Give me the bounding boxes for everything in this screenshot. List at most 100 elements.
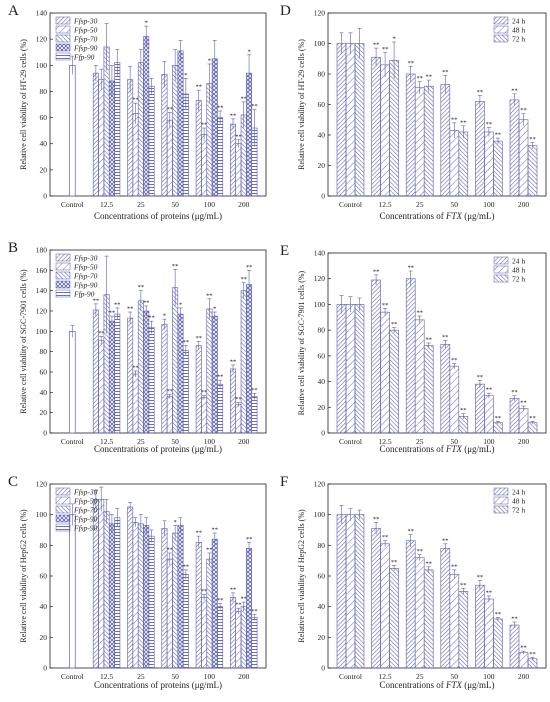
legend-swatch (55, 25, 71, 34)
bar (371, 279, 381, 434)
panel-label: F (280, 474, 288, 490)
bar (195, 541, 202, 669)
x-tick-label: 50 (171, 200, 179, 209)
significance-mark: ** (201, 122, 208, 129)
significance-mark: ** (416, 75, 423, 82)
legend-entry: 24 h (512, 488, 525, 497)
bar (251, 396, 258, 434)
significance-mark: ** (520, 400, 527, 407)
x-tick-label: 100 (483, 200, 495, 209)
significance-mark: ** (206, 547, 213, 554)
bar (440, 343, 451, 434)
y-axis-label: Relative cell viability of HT-29 cells (… (19, 39, 28, 170)
bar (217, 606, 224, 669)
significance-mark: ** (495, 611, 502, 618)
panel-label: E (280, 243, 289, 259)
y-tick-label: 60 (40, 572, 48, 581)
bar (527, 422, 538, 434)
bar (201, 597, 208, 669)
x-tick-label: 100 (204, 200, 216, 209)
x-tick-label: 12.5 (379, 200, 392, 209)
bar (509, 99, 520, 197)
significance-mark: ** (246, 536, 253, 543)
bar (137, 523, 144, 669)
plot-frame (49, 249, 267, 434)
legend-entry: Ffsp-90 (73, 281, 98, 290)
bar (132, 373, 139, 434)
x-tick-label: 12.5 (379, 672, 392, 681)
legend-swatch (55, 514, 71, 523)
significance-mark: ** (495, 415, 502, 422)
y-tick-label: 0 (43, 192, 47, 201)
x-tick-label: 25 (416, 200, 424, 209)
significance-mark: ** (206, 292, 213, 299)
significance-mark: ** (167, 547, 174, 554)
x-tick-label: Control (339, 672, 362, 681)
bar (458, 131, 469, 197)
bar (458, 591, 469, 669)
bar (148, 535, 155, 669)
legend-entry: 24 h (512, 257, 525, 266)
legend: 24 h48 h72 h (493, 487, 525, 515)
bar (172, 287, 179, 434)
bar (414, 557, 425, 669)
legend-swatch (55, 487, 71, 496)
significance-mark: ** (230, 358, 237, 365)
y-tick-label: 0 (321, 429, 325, 438)
x-tick-label: 12.5 (379, 437, 392, 446)
legend-swatch (493, 487, 509, 496)
significance-mark: ** (93, 297, 100, 304)
legend-entry: 48 h (512, 266, 525, 275)
significance-mark: * (184, 72, 187, 79)
bar (509, 624, 520, 669)
legend-swatch (55, 43, 71, 52)
significance-mark: ** (382, 302, 389, 309)
significance-mark: ** (416, 548, 423, 555)
legend-swatch (493, 25, 509, 34)
legend-swatch (55, 253, 71, 262)
bar (380, 64, 390, 197)
legend-entry: 48 h (512, 26, 525, 35)
x-axis-label: Concentrations of FTX (μg/mL) (379, 444, 494, 454)
y-tick-label: 20 (40, 408, 48, 417)
significance-mark: ** (373, 268, 380, 275)
bar (211, 58, 218, 197)
bar (405, 278, 416, 434)
x-tick-label: 50 (171, 437, 179, 446)
y-tick-label: 0 (43, 429, 47, 438)
bar (380, 543, 390, 669)
y-tick-label: 0 (43, 664, 47, 673)
legend-entry: Ffsp-90 (73, 515, 98, 524)
significance-mark: ** (251, 608, 258, 615)
x-tick-label: 12.5 (100, 672, 113, 681)
control-bar (345, 43, 356, 197)
legend-entry: 72 h (512, 506, 525, 515)
bar (172, 532, 179, 669)
significance-mark: ** (183, 563, 190, 570)
bar (182, 350, 189, 434)
x-axis-label: Concentrations of FTX (μg/mL) (379, 211, 494, 221)
legend-entry: 24 h (512, 17, 525, 26)
legend-entry: Ffp-90 (73, 53, 95, 62)
bar (108, 80, 115, 197)
y-axis-label: Relative cell viability of HT-29 cells (… (297, 39, 306, 170)
bar (493, 422, 503, 434)
bar (389, 59, 399, 197)
bar (143, 36, 150, 197)
legend-entry: Ffsp-70 (73, 272, 98, 281)
significance-mark: ** (477, 574, 484, 581)
x-tick-label: 200 (238, 437, 250, 446)
y-tick-label: 40 (40, 388, 48, 397)
bar (206, 308, 213, 434)
y-tick-label: 80 (318, 70, 326, 79)
legend-entry: 72 h (512, 35, 525, 44)
y-tick-label: 120 (36, 480, 48, 489)
significance-mark: ** (114, 301, 121, 308)
legend-swatch (55, 280, 71, 289)
y-tick-label: 100 (36, 61, 48, 70)
significance-mark: ** (132, 364, 139, 371)
bar (143, 525, 150, 669)
significance-mark: ** (138, 284, 145, 291)
significance-mark: ** (520, 645, 527, 652)
bar (240, 606, 247, 669)
